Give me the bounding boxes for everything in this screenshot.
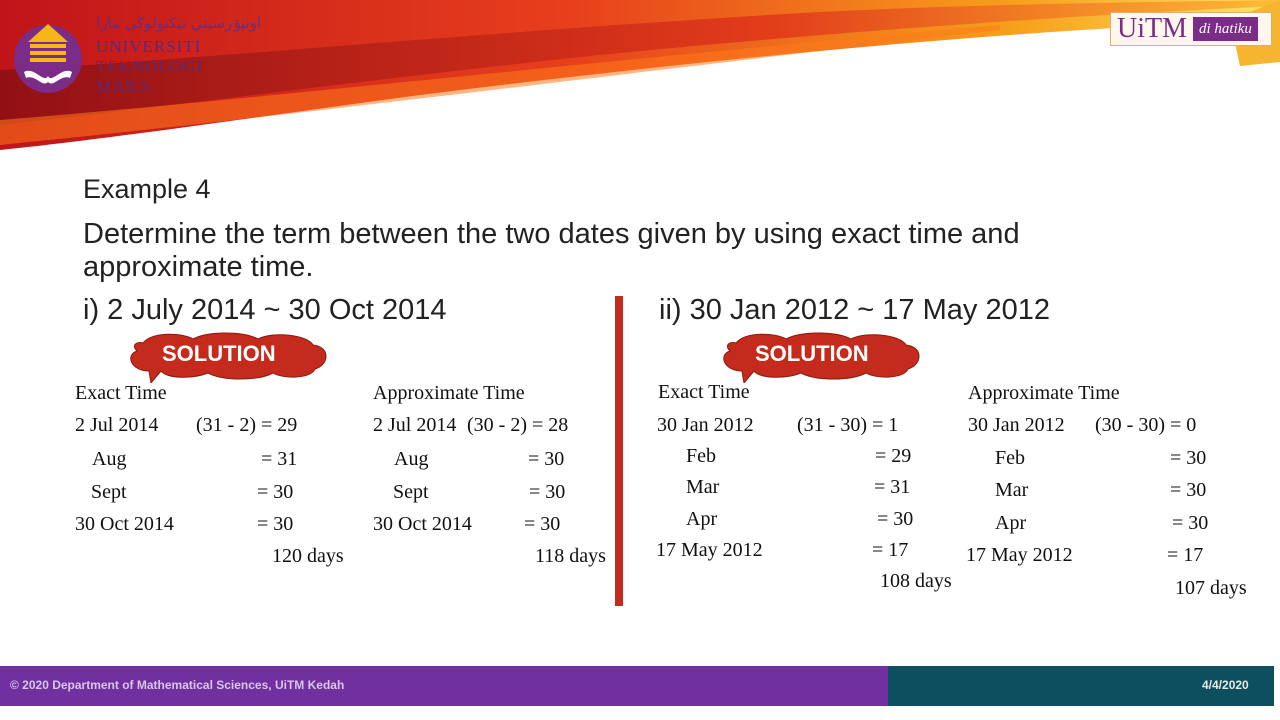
part-i-approx-row-label: Sept (393, 481, 429, 503)
solution-cloud-i (130, 332, 327, 383)
part-i-exact-row-value: (31 - 2) = 29 (196, 414, 298, 436)
footer-date: 4/4/2020 (1202, 678, 1249, 692)
part-i-exact-total: 120 days (272, 545, 344, 567)
part-ii-exact-row-label: Apr (686, 508, 718, 530)
logo-text-teknologi: TEKNOLOGI (96, 57, 204, 76)
footer-bar-right (888, 666, 1274, 706)
part-ii-approx-row-label: 17 May 2012 (966, 544, 1073, 566)
part-ii-approx-row-value: = 30 (1172, 512, 1209, 534)
logo-text-mara: MARA (96, 77, 152, 96)
part-ii-approx-row-label: 30 Jan 2012 (968, 414, 1065, 436)
part-ii-approx-row-label: Mar (995, 479, 1029, 501)
part-i-approx-row-label: 30 Oct 2014 (373, 513, 472, 535)
part-ii-approx-row-value: = 30 (1170, 447, 1207, 469)
part-i-exact-row-label: 2 Jul 2014 (75, 414, 159, 436)
part-ii-approx-row-value: (30 - 30) = 0 (1095, 414, 1197, 436)
part-i-exact-row-label: Sept (91, 481, 127, 503)
part-i-exact-row-value: = 30 (257, 481, 294, 503)
slide-title: Example 4 (83, 174, 211, 204)
part-i-exact-row-value: = 31 (261, 448, 298, 470)
part-ii-exact-total: 108 days (880, 570, 952, 592)
part-ii-exact-row-label: 17 May 2012 (656, 539, 763, 561)
part-ii-exact-row-label: Mar (686, 476, 720, 498)
footer-copyright: © 2020 Department of Mathematical Scienc… (10, 678, 345, 692)
part-ii-approx-total: 107 days (1175, 577, 1247, 599)
part-ii-exact-row-label: 30 Jan 2012 (657, 414, 754, 436)
part-i-approx-total: 118 days (535, 545, 606, 567)
slogan-brand: UiTM (1117, 13, 1187, 44)
logo-arabic-text: اونيۏرسيتي تيكنولوڬي مارا (96, 14, 262, 32)
part-ii-approx-title: Approximate Time (968, 382, 1120, 404)
part-i-exact-row-label: 30 Oct 2014 (75, 513, 174, 535)
part-ii-exact-row-value: (31 - 30) = 1 (797, 414, 899, 436)
solution-cloud-ii (723, 332, 920, 383)
part-ii-exact-row-value: = 17 (872, 539, 909, 561)
part-ii-exact-row-value: = 30 (877, 508, 914, 530)
uitm-di-hatiku-badge: UiTM di hatiku (1110, 12, 1272, 46)
footer-bar-left (0, 666, 888, 706)
logo-text-universiti: UNIVERSITI (96, 37, 202, 56)
section-divider (615, 296, 623, 606)
part-ii-exact-row-value: = 31 (874, 476, 911, 498)
part-i-approx-row-value: = 30 (528, 448, 565, 470)
part-ii-exact-title: Exact Time (658, 381, 750, 403)
part-i-exact-row-label: Aug (92, 448, 127, 470)
solution-badge-i: SOLUTION (162, 341, 276, 366)
solution-badge-ii: SOLUTION (755, 341, 869, 366)
part-ii-approx-row-value: = 30 (1170, 479, 1207, 501)
uitm-crest-logo (14, 24, 82, 93)
part-i-heading: i) 2 July 2014 ~ 30 Oct 2014 (83, 294, 447, 326)
part-ii-heading: ii) 30 Jan 2012 ~ 17 May 2012 (659, 294, 1050, 326)
part-i-approx-row-label: Aug (394, 448, 429, 470)
part-i-exact-row-value: = 30 (257, 513, 294, 535)
part-i-approx-row-value: = 30 (529, 481, 566, 503)
part-ii-exact-row-label: Feb (686, 445, 716, 467)
part-i-exact-title: Exact Time (75, 382, 167, 404)
question-line-2: approximate time. (83, 251, 314, 283)
part-ii-approx-row-value: = 17 (1167, 544, 1204, 566)
part-i-approx-title: Approximate Time (373, 382, 525, 404)
part-ii-approx-row-label: Apr (995, 512, 1027, 534)
part-i-approx-row-label: 2 Jul 2014 (373, 414, 457, 436)
part-ii-exact-row-value: = 29 (875, 445, 912, 467)
part-i-approx-row-value: = 30 (524, 513, 561, 535)
part-ii-approx-row-label: Feb (995, 447, 1025, 469)
slogan-tagline: di hatiku (1193, 17, 1258, 41)
part-i-approx-row-value: (30 - 2) = 28 (467, 414, 569, 436)
question-line-1: Determine the term between the two dates… (83, 218, 1020, 250)
